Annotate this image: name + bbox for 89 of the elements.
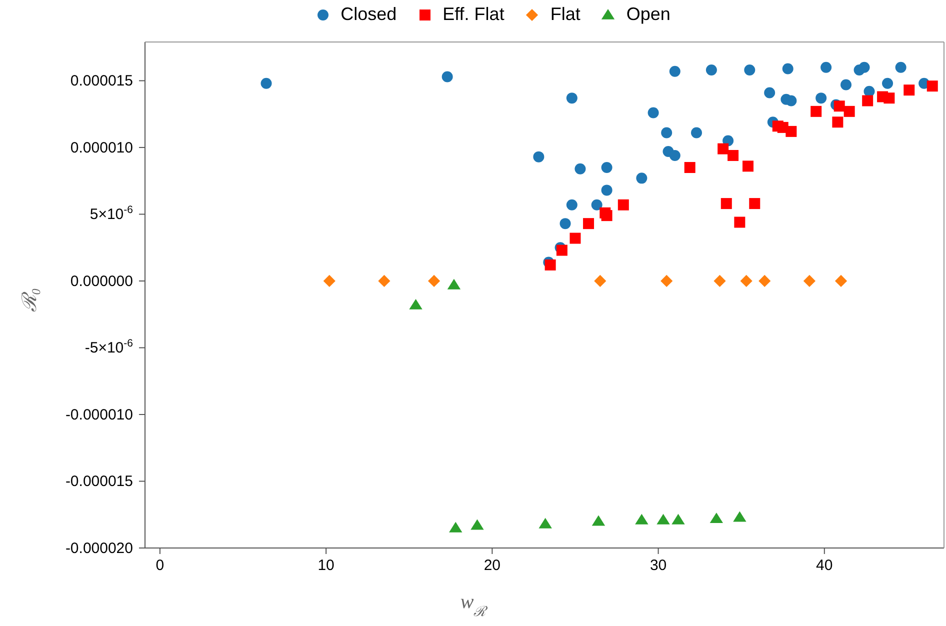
- point: [618, 199, 629, 210]
- point: [566, 199, 578, 210]
- point: [786, 95, 797, 106]
- point: [447, 278, 461, 290]
- point: [926, 80, 938, 92]
- point: [834, 274, 848, 288]
- point: [661, 127, 672, 138]
- point: [669, 150, 680, 161]
- point: [782, 63, 794, 74]
- point: [635, 514, 648, 524]
- point: [378, 274, 390, 288]
- point: [660, 274, 673, 288]
- point: [556, 244, 568, 256]
- x-tick-label: 20: [484, 557, 501, 574]
- point: [574, 163, 586, 174]
- point: [669, 66, 680, 77]
- legend-label: Eff. Flat: [442, 4, 504, 25]
- point: [744, 64, 756, 76]
- y-tick-label: 0.000015: [70, 72, 133, 90]
- point: [904, 84, 915, 96]
- x-axis-title: w$_{ℛ}$: [460, 591, 489, 620]
- point: [583, 218, 594, 230]
- point: [592, 515, 606, 526]
- point: [720, 198, 732, 210]
- legend-label: Closed: [340, 4, 397, 25]
- point: [470, 519, 484, 530]
- y-tick-label: -5×10$^{-6}$: [84, 338, 134, 357]
- point: [323, 274, 336, 288]
- x-tick-label: 0: [156, 557, 164, 574]
- point: [882, 78, 894, 89]
- y-tick-label: -0.000010: [65, 406, 133, 424]
- point: [684, 162, 696, 173]
- point: [601, 162, 612, 173]
- point: [533, 151, 544, 162]
- point: [690, 127, 702, 138]
- point: [594, 274, 606, 288]
- point: [601, 210, 612, 222]
- point: [749, 198, 760, 210]
- point: [409, 298, 422, 310]
- point: [884, 92, 895, 104]
- point: [442, 71, 453, 82]
- point: [803, 274, 816, 288]
- legend-label: Open: [626, 4, 670, 25]
- point: [764, 87, 776, 98]
- point: [672, 514, 685, 524]
- point: [560, 218, 571, 230]
- y-tick-label: -0.000015: [65, 473, 133, 490]
- point: [591, 199, 602, 210]
- point: [544, 259, 556, 270]
- point: [832, 116, 844, 128]
- point: [260, 78, 272, 89]
- point: [734, 216, 746, 228]
- point: [820, 62, 832, 73]
- point: [718, 143, 729, 154]
- x-tick-label: 10: [318, 557, 334, 574]
- point: [786, 126, 797, 137]
- point: [758, 274, 771, 288]
- y-axis-title: ℛ₀: [19, 288, 41, 312]
- point: [895, 62, 906, 73]
- point: [538, 518, 552, 528]
- y-tick-label: 5×10$^{-6}$: [90, 204, 134, 224]
- point: [648, 107, 659, 118]
- x-tick-label: 30: [650, 557, 667, 574]
- point: [862, 95, 874, 106]
- point: [740, 274, 752, 288]
- point: [742, 160, 754, 172]
- point: [656, 514, 670, 524]
- point: [844, 106, 855, 117]
- point: [706, 64, 717, 76]
- point: [570, 232, 581, 244]
- legend-label: Flat: [550, 4, 580, 25]
- point: [714, 274, 726, 288]
- point: [636, 172, 648, 184]
- point: [449, 522, 462, 532]
- point: [728, 150, 739, 161]
- y-tick-label: 0.000000: [70, 272, 133, 290]
- y-tick-label: 0.000010: [70, 139, 133, 156]
- point: [733, 511, 746, 522]
- y-tick-label: -0.000020: [65, 540, 133, 557]
- point: [566, 92, 578, 104]
- point: [601, 184, 612, 196]
- point: [710, 512, 724, 524]
- point: [810, 106, 822, 117]
- point: [428, 274, 440, 288]
- point: [840, 79, 852, 90]
- point: [816, 92, 827, 104]
- x-tick-label: 40: [816, 557, 833, 574]
- point: [834, 100, 845, 112]
- point: [858, 62, 870, 73]
